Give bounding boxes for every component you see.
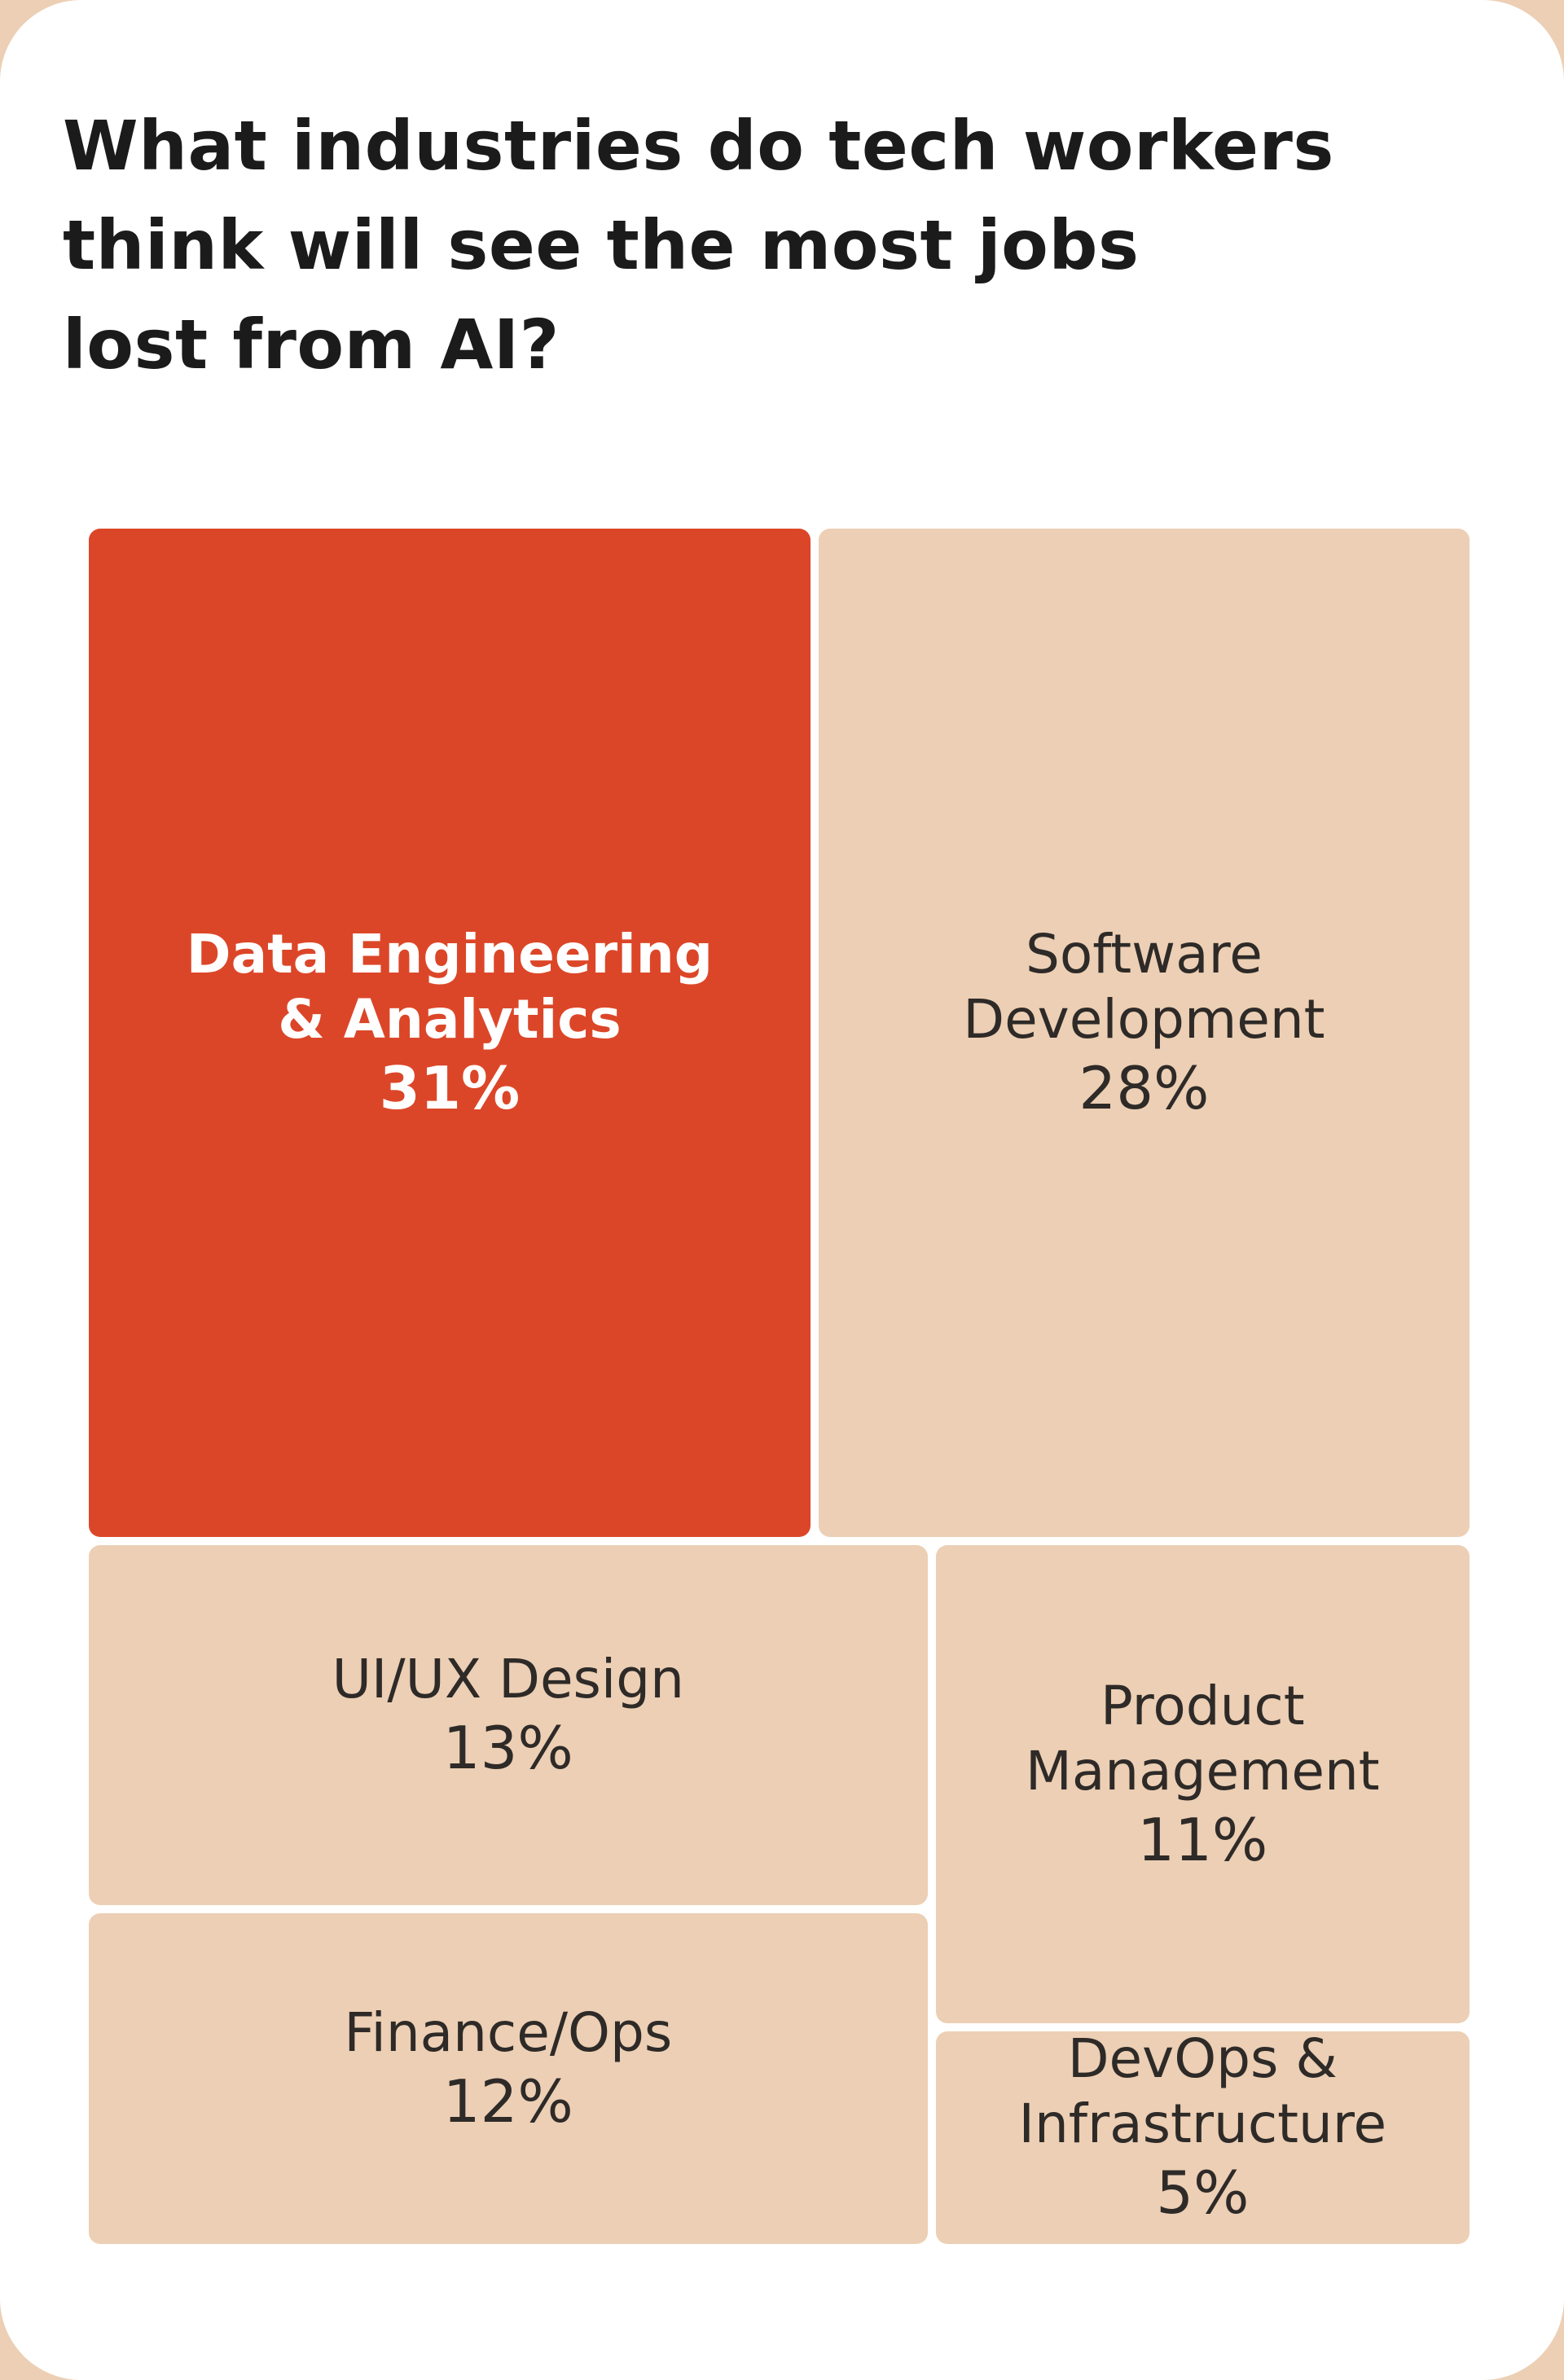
tile-category-label: Infrastructure: [1018, 2092, 1387, 2156]
tile-category-label: Software: [1025, 923, 1263, 986]
treemap-tile-product-management: Product Management 11%: [935, 1545, 1470, 2023]
tile-category-label: Finance/Ops: [344, 2000, 673, 2064]
tile-value-label: 31%: [379, 1054, 521, 1123]
chart-title: What industries do tech workers think wi…: [63, 96, 1513, 394]
tile-label: Software Development 28%: [819, 922, 1470, 1124]
tile-label: Product Management 11%: [936, 1674, 1470, 1876]
tile-label: Data Engineering & Analytics 31%: [89, 922, 811, 1124]
treemap-tile-devops-infrastructure: DevOps & Infrastructure 5%: [935, 2027, 1470, 2244]
tile-category-label: DevOps &: [1067, 2027, 1338, 2091]
tile-category-label: Product: [1101, 1674, 1305, 1737]
treemap-tile-software-development: Software Development 28%: [818, 529, 1470, 1538]
tile-category-label: Management: [1025, 1739, 1380, 1803]
tile-label: UI/UX Design 13%: [89, 1647, 928, 1784]
tile-category-label: UI/UX Design: [332, 1648, 684, 1710]
tile-category-label: & Analytics: [278, 988, 622, 1052]
chart-title-line: think will see the most jobs: [63, 205, 1140, 285]
tile-value-label: 13%: [442, 1714, 573, 1782]
treemap-tile-finance-ops: Finance/Ops 12%: [89, 1912, 928, 2244]
tile-category-label: Development: [963, 988, 1325, 1052]
tile-label: Finance/Ops 12%: [89, 2000, 928, 2137]
tile-value-label: 11%: [1137, 1805, 1268, 1874]
treemap-tile-data-engineering-analytics: Data Engineering & Analytics 31%: [89, 529, 811, 1538]
tile-value-label: 28%: [1079, 1054, 1210, 1123]
chart-title-line: lost from AI?: [63, 305, 560, 384]
tile-category-label: Data Engineering: [186, 923, 714, 986]
chart-title-line: What industries do tech workers: [63, 106, 1334, 186]
tile-value-label: 12%: [442, 2066, 573, 2136]
tile-value-label: 5%: [1156, 2158, 1250, 2228]
treemap-tile-ui-ux-design: UI/UX Design 13%: [89, 1545, 928, 1905]
tile-label: DevOps & Infrastructure 5%: [936, 2027, 1470, 2229]
